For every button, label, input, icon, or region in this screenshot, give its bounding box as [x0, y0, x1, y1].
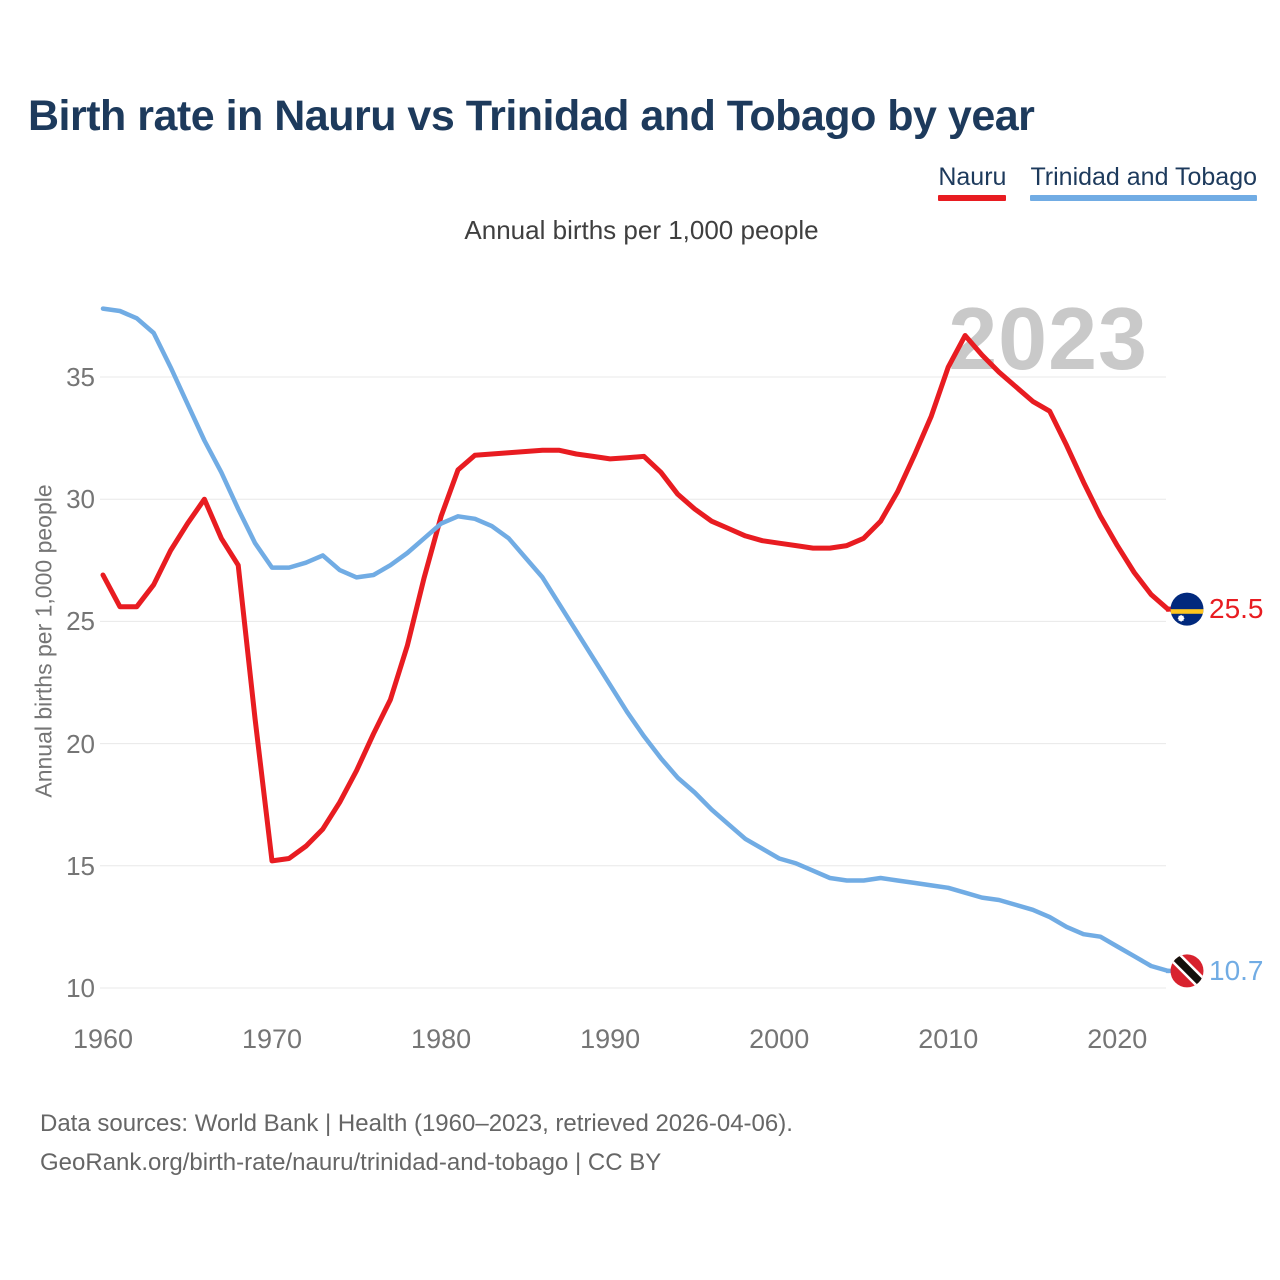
x-tick-label-2010: 2010: [918, 1024, 979, 1054]
x-tick-label-1990: 1990: [580, 1024, 641, 1054]
y-tick-label-15: 15: [66, 850, 95, 881]
legend-color-bar-trinidad-and-tobago: [1030, 195, 1257, 201]
x-tick-label-1970: 1970: [242, 1024, 303, 1054]
series-lines: [100, 306, 1188, 974]
y-tick-label-10: 10: [66, 973, 95, 1003]
footer-attribution: GeoRank.org/birth-rate/nauru/trinidad-an…: [40, 1149, 662, 1176]
nauru-star-icon: [1177, 614, 1185, 622]
legend-item-nauru[interactable]: Nauru: [938, 163, 1007, 201]
x-tick-label-2000: 2000: [749, 1024, 810, 1054]
watermark-year: 2023: [948, 289, 1148, 388]
chart-subtitle: Annual births per 1,000 people: [464, 215, 819, 245]
series-line-nauru: [100, 333, 1171, 864]
legend-label-nauru: Nauru: [938, 163, 1007, 191]
y-axis-title: Annual births per 1,000 people: [30, 484, 57, 798]
footer: Data sources: World Bank | Health (1960–…: [40, 1104, 793, 1182]
y-tick-label-30: 30: [66, 484, 95, 515]
end-value-label-trinidad-and-tobago: 10.7: [1209, 954, 1264, 986]
legend-item-trinidad-and-tobago[interactable]: Trinidad and Tobago: [1030, 163, 1257, 201]
legend: Nauru Trinidad and Tobago: [938, 163, 1257, 201]
y-tick-label-35: 35: [66, 362, 95, 392]
series-line-trinidad-and-tobago: [100, 306, 1171, 974]
trinidad-and-tobago-flag-icon: [1170, 954, 1204, 988]
legend-label-trinidad-and-tobago: Trinidad and Tobago: [1030, 163, 1257, 191]
x-tick-label-2020: 2020: [1087, 1024, 1148, 1054]
y-tick-label-25: 25: [66, 606, 95, 637]
legend-color-bar-nauru: [938, 195, 1007, 201]
footer-data-sources: Data sources: World Bank | Health (1960–…: [40, 1110, 793, 1137]
nauru-flag-icon: [1170, 592, 1204, 626]
gridlines: [100, 376, 1166, 989]
page-title: Birth rate in Nauru vs Trinidad and Toba…: [28, 92, 1035, 140]
x-tick-label-1960: 1960: [72, 1024, 134, 1054]
x-tick-label-1980: 1980: [411, 1024, 472, 1054]
end-value-label-nauru: 25.5: [1209, 593, 1264, 625]
y-tick-label-20: 20: [66, 728, 95, 759]
